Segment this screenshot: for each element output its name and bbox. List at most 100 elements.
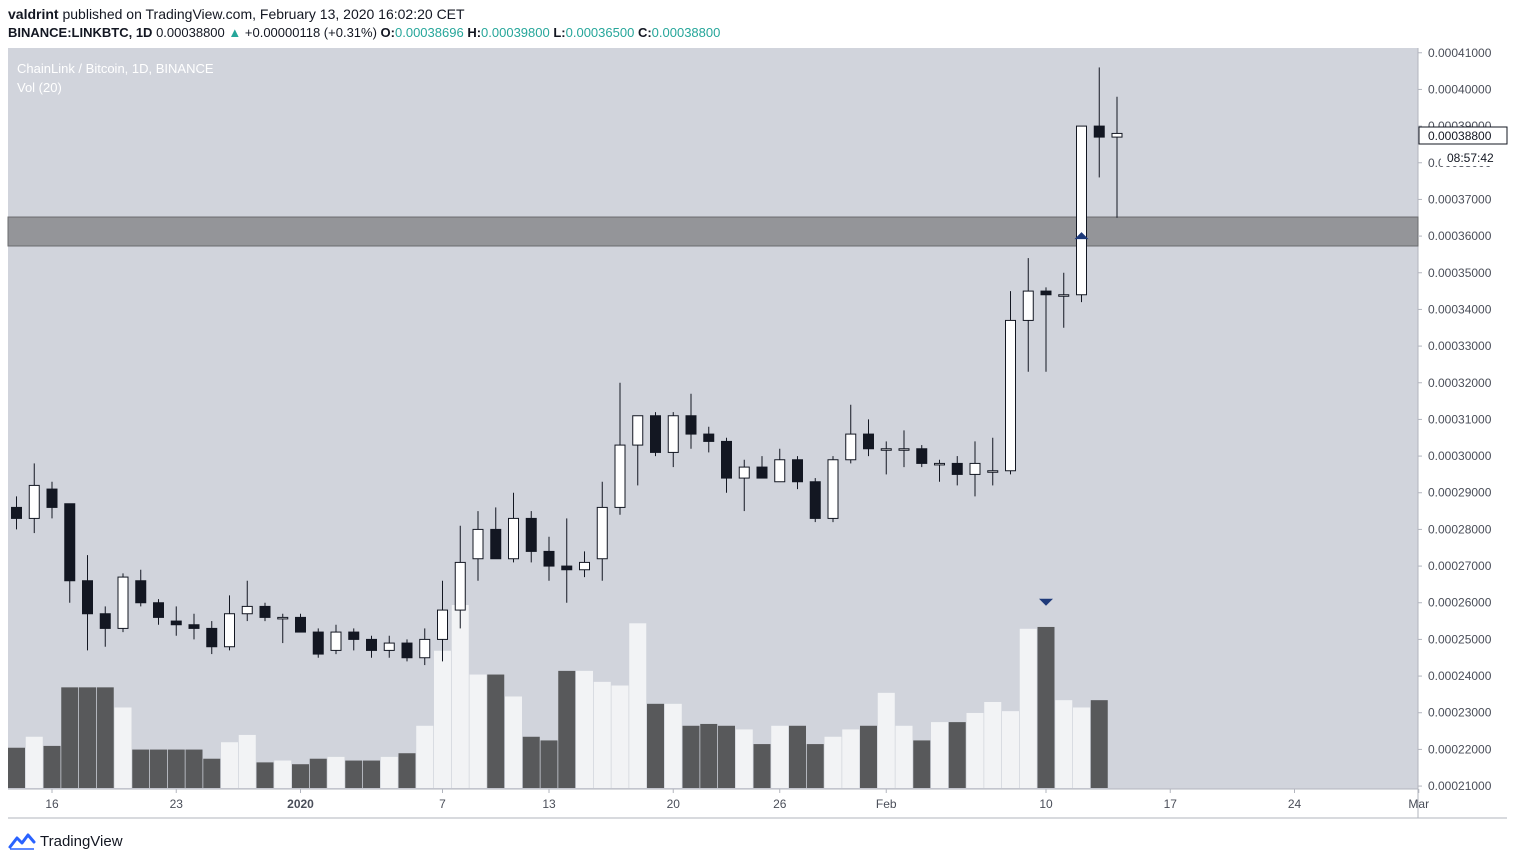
candle-body	[667, 415, 679, 453]
candle-body	[206, 627, 218, 648]
volume-bar	[1073, 707, 1090, 788]
volume-bar	[79, 687, 96, 788]
price-tick-label: 0.00030000	[1428, 449, 1492, 463]
candle-body	[614, 444, 626, 508]
candle-body	[82, 580, 93, 615]
time-tick-label: 20	[667, 797, 681, 811]
volume-bar	[221, 742, 238, 788]
volume-bar	[966, 712, 984, 788]
volume-bar	[132, 749, 150, 788]
candle-body	[472, 528, 484, 560]
price-tick-label: 0.00028000	[1428, 522, 1492, 536]
low-label: L:	[553, 25, 566, 40]
chart-title: ChainLink / Bitcoin, 1D, BINANCE	[17, 61, 214, 76]
volume-bar	[487, 674, 505, 788]
candle-body	[1111, 132, 1123, 138]
price-tick-label: 0.00022000	[1428, 742, 1492, 756]
candle-body	[259, 605, 271, 618]
volume-bar	[877, 692, 895, 788]
volume-bar	[345, 760, 363, 788]
open-value: 0.00038696	[395, 25, 464, 40]
volume-bar	[682, 725, 700, 788]
candlesticks	[11, 67, 1123, 666]
ohlc-header: BINANCE:LINKBTC, 1D 0.00038800 ▲ +0.0000…	[8, 25, 720, 40]
candle-body	[1005, 319, 1016, 472]
volume-bar	[895, 725, 913, 788]
price-tick-label: 0.00021000	[1428, 779, 1492, 793]
time-tick-label: 23	[170, 797, 184, 811]
price-axis[interactable]: 0.000410000.000400000.000390000.00038000…	[1418, 46, 1492, 793]
volume-bar	[274, 760, 292, 788]
volume-bar	[292, 764, 309, 788]
volume-bar	[416, 725, 434, 788]
candle-body	[898, 448, 910, 451]
volume-bar	[25, 736, 43, 788]
candle-body	[295, 616, 306, 633]
low-value: 0.00036500	[565, 25, 635, 40]
author-name[interactable]: valdrint	[8, 6, 59, 22]
current-price-tag: 0.00038800	[1418, 126, 1508, 145]
volume-bar	[327, 756, 345, 788]
volume-bar	[380, 756, 398, 788]
candle-body	[1022, 290, 1034, 321]
volume-bar	[540, 740, 558, 788]
publish-info: valdrint published on TradingView.com, F…	[8, 6, 465, 22]
candle-body	[596, 506, 608, 560]
volume-bar	[434, 650, 451, 788]
volume-bar	[664, 703, 682, 788]
candle-body	[738, 466, 750, 479]
volume-bar	[718, 725, 735, 788]
volume-indicator-label: Vol (20)	[17, 80, 62, 95]
candle-body	[117, 576, 129, 629]
volume-bar	[363, 760, 380, 788]
volume-bars	[8, 605, 1108, 788]
candle-body	[153, 602, 164, 618]
tradingview-logo-icon	[8, 833, 36, 850]
price-tick-label: 0.00034000	[1428, 302, 1492, 316]
volume-bar	[505, 696, 522, 788]
candle-body	[28, 484, 40, 519]
volume-bar	[700, 723, 718, 788]
volume-bar	[8, 747, 25, 788]
price-tick-label: 0.00035000	[1428, 266, 1492, 280]
volume-bar	[593, 681, 611, 788]
price-tick-label: 0.00027000	[1428, 559, 1492, 573]
volume-bar	[469, 674, 487, 788]
bar-countdown-tag: 08:57:42	[1441, 148, 1507, 166]
candle-body	[135, 580, 147, 604]
volume-bar	[309, 758, 327, 788]
candle-body	[366, 638, 377, 651]
volume-bar	[860, 725, 877, 788]
time-axis-area[interactable]	[8, 789, 1418, 818]
volume-bar	[576, 670, 593, 788]
volume-bar	[931, 722, 948, 788]
resistance-zone	[7, 216, 1419, 247]
candle-body	[632, 415, 644, 446]
time-tick-label: 13	[542, 797, 556, 811]
candle-body	[809, 481, 821, 519]
candle-body	[348, 631, 360, 640]
time-tick-label: 16	[45, 797, 59, 811]
volume-bar	[1002, 711, 1019, 788]
candle-body	[224, 613, 235, 648]
up-triangle-icon: ▲	[228, 25, 242, 40]
volume-bar	[150, 749, 167, 788]
price-tick-label: 0.00026000	[1428, 596, 1492, 610]
price-tick-label: 0.00031000	[1428, 412, 1492, 426]
candle-body	[774, 459, 786, 483]
volume-bar	[913, 740, 931, 788]
candle-body	[579, 561, 590, 571]
time-axis[interactable]: 16 23 2020 7 13 20 26 Feb 10 17 24 Mar	[45, 789, 1429, 811]
candle-body	[756, 466, 768, 479]
volume-bar	[1019, 628, 1037, 788]
price-tick-label: 0.00041000	[1428, 46, 1492, 60]
candle-body	[170, 620, 182, 626]
candle-body	[241, 605, 253, 615]
resistance-zone-layer	[7, 216, 1419, 247]
up-arrow-marker	[1074, 232, 1089, 240]
close-label: C:	[637, 25, 652, 40]
tradingview-footer[interactable]: TradingView	[8, 830, 123, 852]
price-tick-label: 0.00040000	[1428, 82, 1492, 96]
candle-body	[543, 550, 555, 567]
